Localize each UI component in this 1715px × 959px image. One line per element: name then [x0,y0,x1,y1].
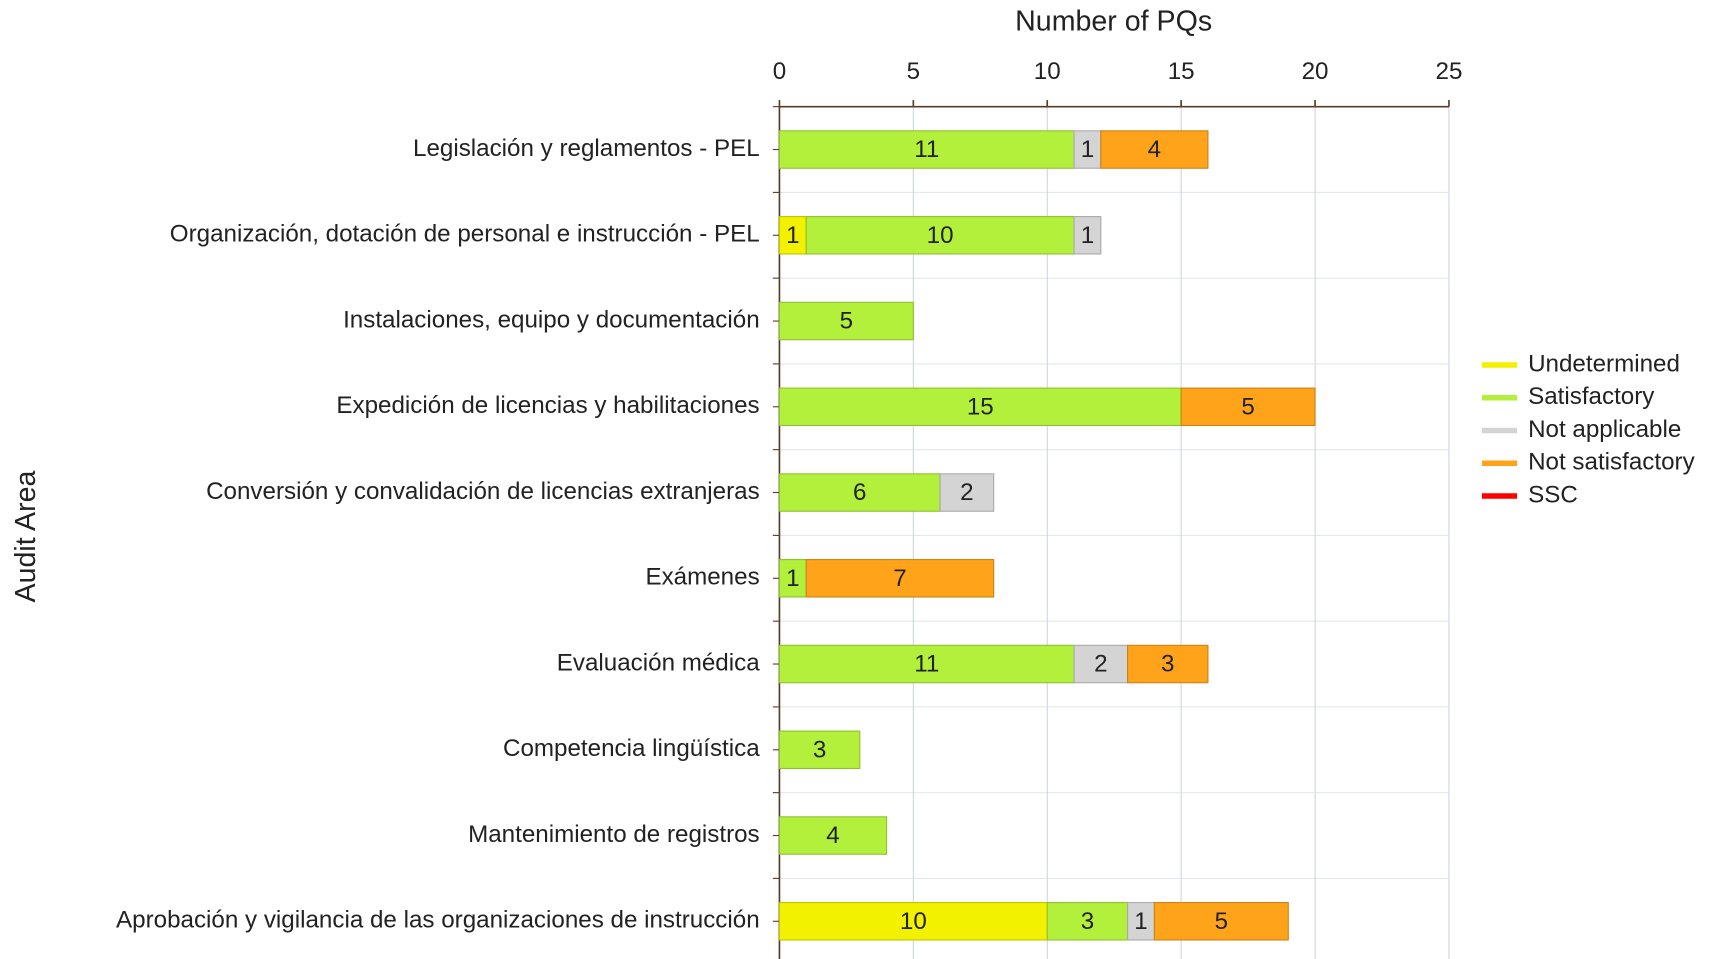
y-axis-title: Audit Area [10,470,42,602]
bar-segment [1046,902,1129,941]
y-tick-label: Legislación y reglamentos - PEL [413,135,760,162]
bar-segment [778,902,1048,941]
legend-label: Undetermined [1528,350,1680,377]
bar-segment [1073,216,1102,255]
bar-segment [1127,902,1155,941]
y-tick-label: Exámenes [645,564,759,591]
bar-segment [778,816,888,855]
x-tick-label: 0 [773,58,786,85]
bar-segment [1073,130,1102,169]
bar-segment [1180,387,1316,427]
x-tick-label: 20 [1302,58,1329,85]
y-tick-label: Competencia lingüística [503,735,760,762]
data-label: 10 [900,908,927,935]
x-tick-label: 15 [1168,58,1195,85]
bar-segment [805,216,1075,255]
y-tick-label: Instalaciones, equipo y documentación [343,306,760,333]
data-label: 5 [840,308,853,335]
data-label: 15 [967,393,994,420]
data-label: 11 [914,136,939,163]
bar-segment [778,301,914,341]
bar-segment [778,387,1182,427]
data-label: 2 [1094,651,1107,678]
bar-segment [805,559,995,598]
data-label: 1 [1081,136,1094,163]
data-label: 2 [960,479,973,506]
data-label: 3 [1081,908,1094,935]
y-tick-label: Expedición de licencias y habilitaciones [336,392,759,419]
data-label: 1 [786,222,799,249]
bar-segment [778,644,1075,684]
y-tick-label: Evaluación médica [557,649,760,676]
bar-segment [1127,644,1209,684]
y-tick-label: Mantenimiento de registros [468,821,760,848]
data-label: 3 [813,736,826,763]
bar-segment [778,730,861,770]
bar-segment [1153,902,1289,941]
legend-label: Not applicable [1528,416,1681,443]
x-tick-label: 10 [1034,58,1061,85]
y-tick-label: Organización, dotación de personal e ins… [170,221,760,248]
legend-label: Satisfactory [1528,383,1655,410]
bar-segment [939,473,995,512]
data-label: 5 [1215,908,1228,935]
bar-segment [778,130,1075,169]
data-label: 4 [826,822,839,849]
data-label: 10 [927,222,954,249]
x-tick-label: 5 [907,58,920,85]
data-label: 11 [914,651,939,678]
data-label: 3 [1161,651,1174,678]
bar-segment [1073,644,1129,684]
legend-label: Not satisfactory [1528,449,1695,476]
data-label: 1 [1134,908,1147,935]
x-tick-label: 25 [1436,58,1463,85]
data-label: 4 [1148,136,1161,163]
data-label: 5 [1241,393,1254,420]
y-tick-label: Conversión y convalidación de licencias … [206,478,760,505]
bar-segment [778,216,807,255]
bar-segment [778,559,807,598]
data-label: 7 [893,565,906,592]
data-label: 6 [853,479,866,506]
y-tick-label: Aprobación y vigilancia de las organizac… [116,907,760,934]
legend-label: SSC [1528,481,1578,508]
x-axis-title: Number of PQs [1015,6,1212,38]
bar-segment [778,473,941,512]
data-label: 1 [786,565,799,592]
data-label: 1 [1081,222,1094,249]
bar-segment [1100,130,1209,169]
